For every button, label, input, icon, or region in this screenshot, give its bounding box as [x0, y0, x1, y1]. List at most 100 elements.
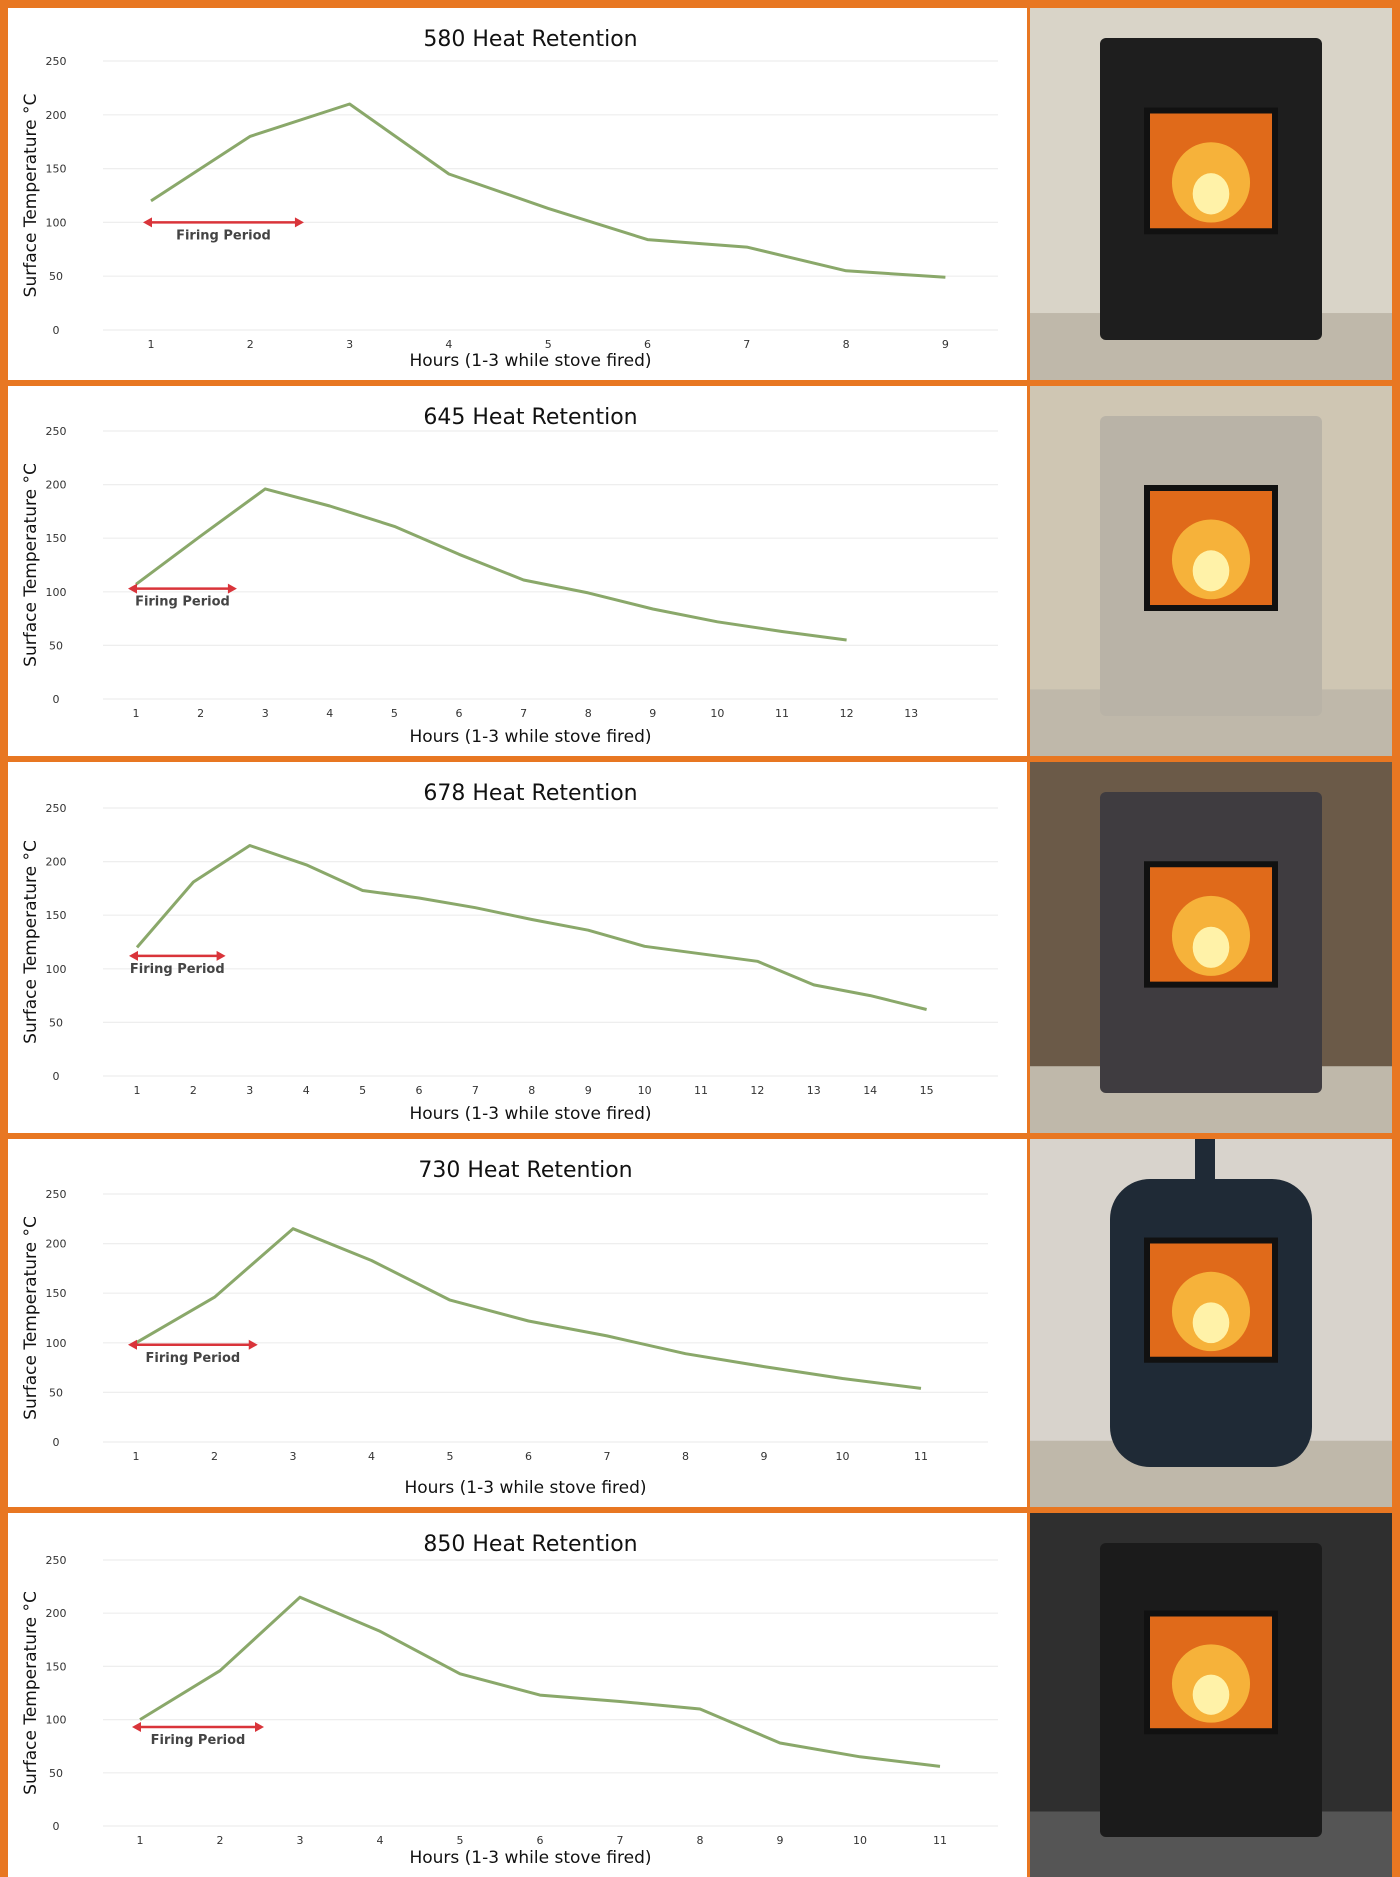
y-tick-label: 250 [46, 1188, 67, 1201]
chart-title: 645 Heat Retention [423, 405, 637, 430]
panel-border-1 [0, 380, 1400, 386]
arrow-head-right [227, 583, 237, 594]
x-tick-label: 2 [217, 1834, 224, 1847]
x-tick-label: 5 [457, 1834, 464, 1847]
stove-photo [1030, 8, 1392, 380]
y-axis-label: Surface Temperature °C [21, 840, 41, 1044]
y-tick-label: 0 [53, 1436, 60, 1449]
chart-panel: 0 50 100 150 200 250 1 2 3 4 5 6 7 8 9 10 11 850 Heat Ret… [8, 1513, 1027, 1877]
chart-title: 730 Heat Retention [418, 1158, 632, 1183]
chart-panel: 0 50 100 150 200 250 1 2 3 4 5 6 7 8 9 580 Heat Retenti… [8, 8, 1027, 380]
x-tick-label: 11 [933, 1834, 947, 1847]
firing-period-label: Firing Period [176, 228, 271, 243]
x-tick-label: 8 [528, 1084, 535, 1097]
x-tick-label: 8 [843, 338, 850, 351]
series-line [139, 1595, 941, 1768]
y-tick-label: 50 [49, 639, 63, 652]
x-tick-label: 1 [148, 338, 155, 351]
x-tick-label: 11 [694, 1084, 708, 1097]
y-tick-label: 200 [46, 479, 67, 492]
x-tick-label: 3 [246, 1084, 253, 1097]
y-axis-label: Surface Temperature °C [21, 1591, 41, 1795]
y-tick-label: 150 [46, 1660, 67, 1673]
x-tick-label: 9 [761, 1450, 768, 1463]
x-tick-label: 7 [743, 338, 750, 351]
stove-illustration [1030, 8, 1392, 380]
x-tick-label: 1 [134, 1084, 141, 1097]
stove-illustration [1030, 386, 1392, 756]
y-tick-label: 250 [46, 1554, 67, 1567]
panel-border-left [0, 0, 8, 1877]
x-tick-label: 8 [585, 707, 592, 720]
x-tick-label: 6 [416, 1084, 423, 1097]
panel-border-3 [0, 1133, 1400, 1139]
panel-border-right [1392, 0, 1400, 1877]
x-tick-label: 9 [777, 1834, 784, 1847]
x-tick-label: 3 [297, 1834, 304, 1847]
arrow-head-left [128, 1339, 137, 1350]
flame-core [1192, 1674, 1230, 1715]
y-tick-label: 200 [46, 856, 67, 869]
x-tick-label: 7 [617, 1834, 624, 1847]
firing-period-label: Firing Period [151, 1733, 246, 1748]
x-tick-label: 4 [377, 1834, 384, 1847]
chart-title: 678 Heat Retention [423, 781, 637, 806]
chart-panel: 0 50 100 150 200 250 1 2 3 4 5 6 7 8 9 10 11 12 13 645 Heat… [8, 386, 1027, 756]
series-line [135, 844, 927, 1011]
x-tick-label: 9 [649, 707, 656, 720]
chart-title: 850 Heat Retention [423, 1532, 637, 1557]
stove-photo [1030, 386, 1392, 756]
x-tick-label: 11 [775, 707, 789, 720]
x-tick-label: 5 [391, 707, 398, 720]
y-tick-label: 0 [53, 324, 60, 337]
y-tick-label: 250 [46, 425, 67, 438]
firing-period-label: Firing Period [135, 595, 230, 610]
x-tick-label: 2 [211, 1450, 218, 1463]
y-tick-label: 100 [46, 586, 67, 599]
x-tick-label: 15 [920, 1084, 934, 1097]
arrow-head-right [216, 950, 226, 961]
arrow-head-right [248, 1339, 258, 1350]
x-tick-label: 4 [303, 1084, 310, 1097]
panel-border-2 [0, 756, 1400, 762]
x-tick-label: 1 [137, 1834, 144, 1847]
y-tick-label: 150 [46, 532, 67, 545]
x-tick-label: 7 [604, 1450, 611, 1463]
x-axis-label: Hours (1-3 while stove fired) [404, 1478, 646, 1498]
y-tick-label: 50 [49, 270, 63, 283]
arrow-head-left [128, 583, 137, 594]
x-tick-label: 10 [710, 707, 724, 720]
arrow-head-left [132, 1722, 141, 1733]
x-tick-label: 6 [644, 338, 651, 351]
flame-core [1192, 926, 1230, 968]
x-tick-label: 13 [904, 707, 918, 720]
y-tick-label: 200 [46, 1238, 67, 1251]
y-tick-label: 200 [46, 109, 67, 122]
panel-border-divider [1027, 0, 1030, 1877]
x-tick-label: 4 [445, 338, 452, 351]
y-axis-label: Surface Temperature °C [21, 94, 41, 298]
y-tick-label: 100 [46, 963, 67, 976]
x-tick-label: 7 [520, 707, 527, 720]
x-tick-label: 12 [750, 1084, 764, 1097]
panel-border-4 [0, 1507, 1400, 1513]
x-tick-label: 2 [197, 707, 204, 720]
y-tick-label: 50 [49, 1386, 63, 1399]
arrow-head-left [129, 950, 138, 961]
x-tick-label: 12 [840, 707, 854, 720]
stove-flue [1195, 1139, 1215, 1179]
y-tick-label: 100 [46, 216, 67, 229]
y-tick-label: 100 [46, 1714, 67, 1727]
x-tick-label: 10 [853, 1834, 867, 1847]
x-tick-label: 13 [807, 1084, 821, 1097]
y-tick-label: 0 [53, 1820, 60, 1833]
x-tick-label: 6 [456, 707, 463, 720]
x-tick-label: 1 [133, 1450, 140, 1463]
x-axis-label: Hours (1-3 while stove fired) [409, 1104, 651, 1124]
y-tick-label: 0 [53, 693, 60, 706]
y-tick-label: 100 [46, 1337, 67, 1350]
x-tick-label: 8 [697, 1834, 704, 1847]
flame-core [1192, 550, 1230, 592]
y-tick-label: 150 [46, 909, 67, 922]
